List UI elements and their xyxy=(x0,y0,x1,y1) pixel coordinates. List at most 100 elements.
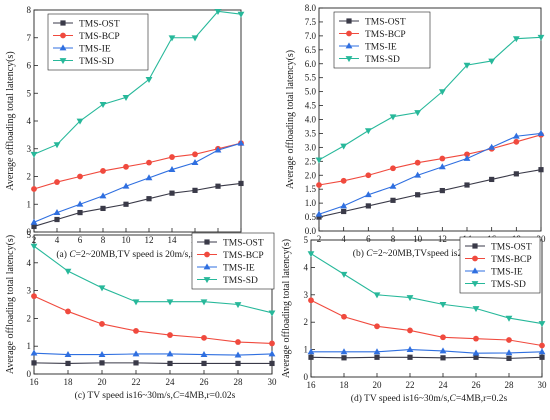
y-tick-label: 2 xyxy=(27,313,32,323)
series-line xyxy=(33,182,242,227)
data-point xyxy=(234,302,242,309)
legend-label: TMS-OST xyxy=(223,238,264,248)
legend-label: TMS-BCP xyxy=(491,255,532,265)
data-point xyxy=(54,216,60,223)
data-point xyxy=(373,292,381,299)
data-point xyxy=(31,360,37,366)
data-point xyxy=(54,179,60,185)
legend: TMS-OST TMS-BCP TMS-IE TMS-SD xyxy=(191,232,275,290)
series-line xyxy=(318,169,542,218)
y-tick-label: 1.5 xyxy=(305,184,317,194)
data-point xyxy=(214,146,222,153)
data-point xyxy=(473,335,479,342)
data-point xyxy=(100,205,106,212)
data-point xyxy=(122,95,130,102)
data-point xyxy=(235,339,241,345)
y-tick-label: 4.0 xyxy=(305,115,317,125)
data-point xyxy=(237,11,245,18)
x-tick-label: 24 xyxy=(166,377,176,387)
data-point xyxy=(146,196,152,202)
data-point xyxy=(214,8,222,15)
data-point xyxy=(200,299,208,306)
data-point xyxy=(364,191,372,198)
data-point xyxy=(472,306,480,313)
data-point xyxy=(122,182,130,189)
data-point xyxy=(389,114,397,121)
x-tick-label: 22 xyxy=(132,377,141,387)
series-line xyxy=(33,142,242,190)
plot-frame xyxy=(33,234,273,375)
data-point xyxy=(340,143,348,150)
data-point xyxy=(201,360,207,367)
series-tms-ie xyxy=(30,349,276,358)
data-point xyxy=(123,163,129,170)
data-point xyxy=(488,58,496,65)
data-point xyxy=(512,36,520,43)
data-point xyxy=(64,268,72,275)
data-point xyxy=(65,360,71,367)
y-tick-label: 0.0 xyxy=(305,226,317,236)
data-point xyxy=(440,334,446,341)
data-point xyxy=(390,165,396,172)
caption-variable: C xyxy=(69,250,76,260)
legend-marker xyxy=(345,56,353,63)
y-tick-label: 1 xyxy=(27,199,32,209)
y-axis-label: Average offloading total latency(s) xyxy=(5,51,16,190)
data-point xyxy=(505,349,513,356)
data-point xyxy=(169,190,175,196)
y-tick-label: 6 xyxy=(27,61,32,71)
data-point xyxy=(100,168,106,174)
x-tick-label: 26 xyxy=(200,377,210,387)
series-line xyxy=(33,295,273,344)
series-tms-ost xyxy=(308,354,545,361)
y-tick-label: 3.0 xyxy=(305,142,317,152)
series-line xyxy=(311,349,543,354)
x-tick-label: 20 xyxy=(537,234,547,244)
data-point xyxy=(308,297,314,304)
y-tick-label: 1.0 xyxy=(305,198,317,208)
data-point xyxy=(308,354,314,360)
legend-marker xyxy=(471,281,479,288)
data-point xyxy=(315,210,323,217)
legend-label: TMS-IE xyxy=(79,44,111,54)
data-point xyxy=(506,355,512,361)
series-line xyxy=(33,245,273,314)
data-point xyxy=(98,350,106,357)
data-point xyxy=(64,350,72,357)
data-point xyxy=(439,187,445,194)
legend-marker xyxy=(471,267,479,274)
data-point xyxy=(235,360,241,367)
series-tms-sd xyxy=(30,243,276,317)
data-point xyxy=(99,360,105,366)
data-point xyxy=(166,350,174,357)
data-point xyxy=(307,348,315,355)
data-point xyxy=(439,347,447,354)
legend-label: TMS-SD xyxy=(365,55,400,65)
x-tick-label: 2 xyxy=(317,234,322,244)
series-tms-ost xyxy=(31,180,244,230)
series-line xyxy=(33,362,272,364)
data-point xyxy=(340,271,348,278)
x-tick-label: 10 xyxy=(413,234,423,244)
legend-label: TMS-OST xyxy=(79,19,120,29)
legend-marker xyxy=(203,277,211,284)
series-tms-sd xyxy=(315,34,545,164)
data-point xyxy=(145,174,153,181)
y-axis-label: Average offloading total latency(s) xyxy=(5,235,16,374)
data-point xyxy=(489,176,495,183)
data-point xyxy=(537,34,545,41)
y-axis-label: Average offloading total latency(s) xyxy=(281,239,292,378)
data-point xyxy=(123,201,129,207)
legend-label: TMS-BCP xyxy=(365,30,406,40)
data-point xyxy=(237,139,245,146)
data-point xyxy=(146,159,152,166)
data-point xyxy=(512,132,520,139)
data-point xyxy=(463,154,471,161)
x-tick-label: 20 xyxy=(373,380,383,390)
x-tick-label: 8 xyxy=(101,235,106,245)
data-point xyxy=(365,172,372,179)
x-tick-label: 12 xyxy=(145,235,154,245)
x-tick-label: 28 xyxy=(234,377,244,387)
data-point xyxy=(506,337,512,343)
series-tms-ie xyxy=(307,346,546,356)
